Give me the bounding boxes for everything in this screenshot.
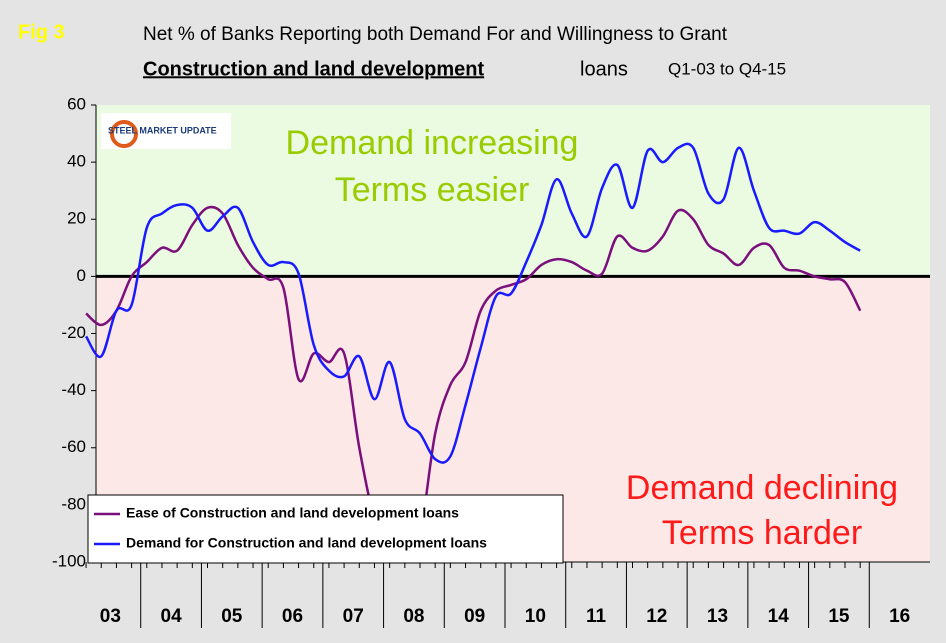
x-tick-label: 03 [100, 606, 121, 627]
y-tick-label: -20 [61, 323, 86, 342]
annotation-lower: Demand declining [626, 469, 898, 507]
y-tick-label: 20 [67, 209, 86, 228]
series-line [85, 142, 861, 464]
legend-box [87, 494, 564, 564]
legend-label: Demand for Construction and land develop… [126, 535, 487, 551]
y-tick-label: 0 [77, 266, 86, 285]
x-tick-label: 12 [646, 606, 667, 627]
x-axis-area [96, 562, 930, 632]
y-tick-label: -60 [61, 437, 86, 456]
fig-label: Fig 3 [18, 21, 65, 43]
x-tick-label: 14 [768, 606, 790, 627]
annotation-upper: Demand increasing [286, 124, 579, 162]
y-tick-label: 60 [67, 94, 86, 113]
x-tick-label: 06 [282, 606, 303, 627]
period: Q1-03 to Q4-15 [668, 59, 786, 78]
x-tick-label: 05 [221, 606, 243, 627]
annotation-lower: Terms harder [662, 514, 862, 552]
legend-label: Ease of Construction and land developmen… [126, 505, 459, 521]
y-tick-label: -40 [61, 380, 86, 399]
x-tick-label: 16 [889, 606, 910, 627]
x-tick-label: 07 [343, 606, 364, 627]
x-tick-label: 11 [586, 606, 607, 627]
y-tick-label: -80 [61, 494, 86, 513]
logo-text: STEEL MARKET UPDATE [108, 125, 217, 135]
y-tick-label: 40 [67, 152, 86, 171]
x-tick-label: 08 [403, 606, 424, 627]
x-tick-label: 09 [464, 606, 485, 627]
chart-title: Net % of Banks Reporting both Demand For… [143, 24, 728, 45]
annotation-upper: Terms easier [335, 171, 530, 209]
upper-region [96, 105, 930, 277]
logo-icon [110, 120, 138, 148]
subtitle-rest: loans [580, 58, 628, 80]
x-tick-label: 04 [161, 606, 183, 627]
subtitle-bold: Construction and land development [143, 58, 484, 80]
x-tick-label: 10 [525, 606, 546, 627]
x-tick-label: 15 [828, 606, 850, 627]
logo-box [101, 113, 231, 149]
x-tick-label: 13 [707, 606, 728, 627]
y-tick-label: -100 [52, 551, 86, 570]
series-line [85, 205, 862, 552]
